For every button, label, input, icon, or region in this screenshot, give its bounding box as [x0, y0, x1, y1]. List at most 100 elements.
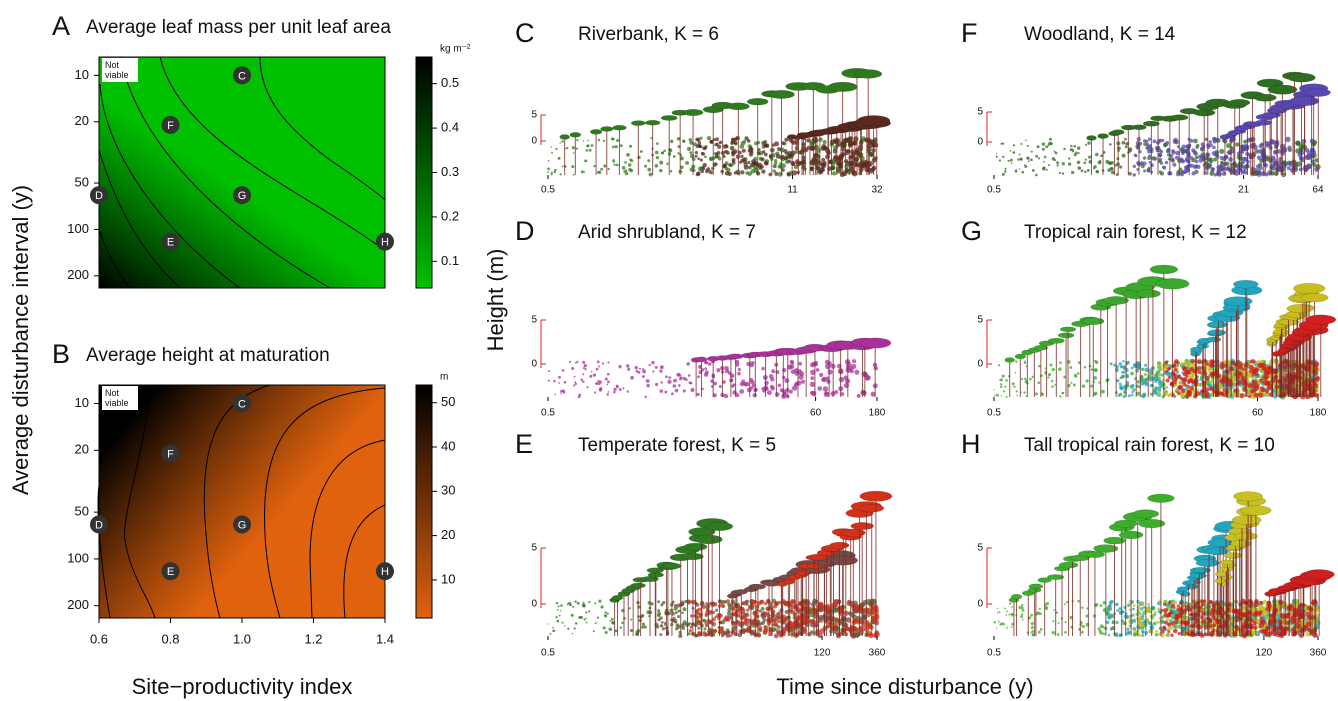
seedling	[764, 381, 769, 386]
seedling	[1210, 633, 1213, 636]
seedling	[1045, 607, 1048, 610]
seedling	[1142, 394, 1146, 398]
seedling	[729, 634, 732, 637]
seedling	[1049, 138, 1052, 141]
seedling	[823, 386, 828, 391]
seedling	[595, 382, 598, 385]
seedling	[1048, 144, 1050, 146]
seedling	[1196, 165, 1200, 169]
y-tick-label: 100	[67, 221, 89, 236]
seedling	[784, 378, 789, 383]
seedling	[1224, 162, 1228, 166]
seedling	[1012, 151, 1015, 154]
site-label: H	[381, 566, 389, 578]
seedling	[1171, 149, 1174, 152]
seedling	[1165, 161, 1168, 164]
seedling	[767, 390, 772, 395]
seedling	[692, 168, 696, 172]
panel-letter: G	[961, 216, 982, 246]
seedling	[597, 616, 599, 618]
seedling	[1000, 383, 1002, 385]
seedling	[816, 166, 820, 170]
seedling	[642, 623, 645, 626]
seedling	[1047, 376, 1049, 378]
seedling	[1163, 603, 1166, 606]
seedling	[737, 622, 741, 626]
colorbar-tick-label: 10	[441, 571, 455, 586]
seedling	[1082, 384, 1085, 387]
seedling	[1110, 628, 1113, 631]
seedling	[657, 600, 660, 603]
seedling	[606, 383, 608, 385]
seedling	[587, 140, 589, 142]
seedling	[764, 625, 768, 629]
seedling	[1130, 372, 1134, 376]
colorbar-tick-label: 0.1	[441, 253, 459, 268]
y-tick-label: 20	[75, 442, 89, 457]
seedling	[1265, 616, 1270, 621]
seedling	[548, 370, 550, 372]
colorbar-tick-label: 40	[441, 438, 455, 453]
seedling	[1005, 168, 1007, 170]
seedling	[999, 159, 1001, 161]
seedling	[686, 362, 690, 366]
seedling	[671, 392, 674, 395]
seedling	[1031, 151, 1033, 153]
seedling	[1132, 619, 1136, 623]
seedling	[670, 170, 673, 173]
colorbar-unit: m	[440, 372, 448, 383]
seedling	[1052, 631, 1055, 634]
seedling	[553, 170, 556, 173]
seedling	[628, 163, 632, 167]
crown	[769, 90, 795, 98]
seedling	[742, 601, 746, 605]
seedling	[1001, 395, 1002, 396]
seedling	[1025, 139, 1027, 141]
colorbar-unit: kg m⁻²	[440, 44, 471, 55]
annotation-box: Not viable	[102, 386, 140, 416]
seedling	[548, 160, 550, 162]
crown	[695, 535, 723, 544]
seedling	[1167, 613, 1172, 618]
seedling	[996, 394, 999, 397]
crown	[601, 127, 614, 132]
seedling	[627, 390, 629, 392]
seedling	[664, 391, 667, 394]
seedling	[1094, 368, 1097, 371]
seedling	[1260, 388, 1265, 393]
seedling	[1029, 617, 1031, 619]
seedling	[792, 170, 797, 175]
seedling	[645, 396, 647, 398]
seedling	[574, 627, 576, 629]
seedling	[1073, 384, 1076, 387]
seedling	[556, 620, 559, 623]
site-label: E	[167, 566, 174, 578]
seedling	[753, 393, 757, 397]
crown	[663, 563, 682, 569]
seedling	[1093, 165, 1096, 168]
seedling	[1211, 386, 1215, 390]
seedling	[1040, 628, 1043, 631]
seedling	[871, 167, 875, 171]
crown	[1136, 290, 1161, 298]
seedling	[1212, 167, 1215, 170]
seedling	[1252, 373, 1256, 377]
crown	[1293, 283, 1325, 293]
seedling	[1021, 378, 1023, 380]
seedling	[1125, 368, 1129, 372]
seedling	[1143, 169, 1146, 172]
seedling	[1170, 621, 1175, 626]
seedling	[1071, 148, 1074, 151]
seedling	[682, 139, 685, 142]
seedling	[593, 165, 595, 167]
seedling	[1062, 172, 1064, 174]
seedling	[810, 382, 815, 387]
seedling	[715, 155, 719, 159]
seedling	[765, 612, 769, 616]
seedling	[747, 627, 751, 631]
seedling	[627, 368, 630, 371]
seedling	[681, 612, 684, 615]
seedling	[1173, 364, 1176, 367]
seedling	[1153, 157, 1157, 161]
seedling	[1009, 602, 1011, 604]
